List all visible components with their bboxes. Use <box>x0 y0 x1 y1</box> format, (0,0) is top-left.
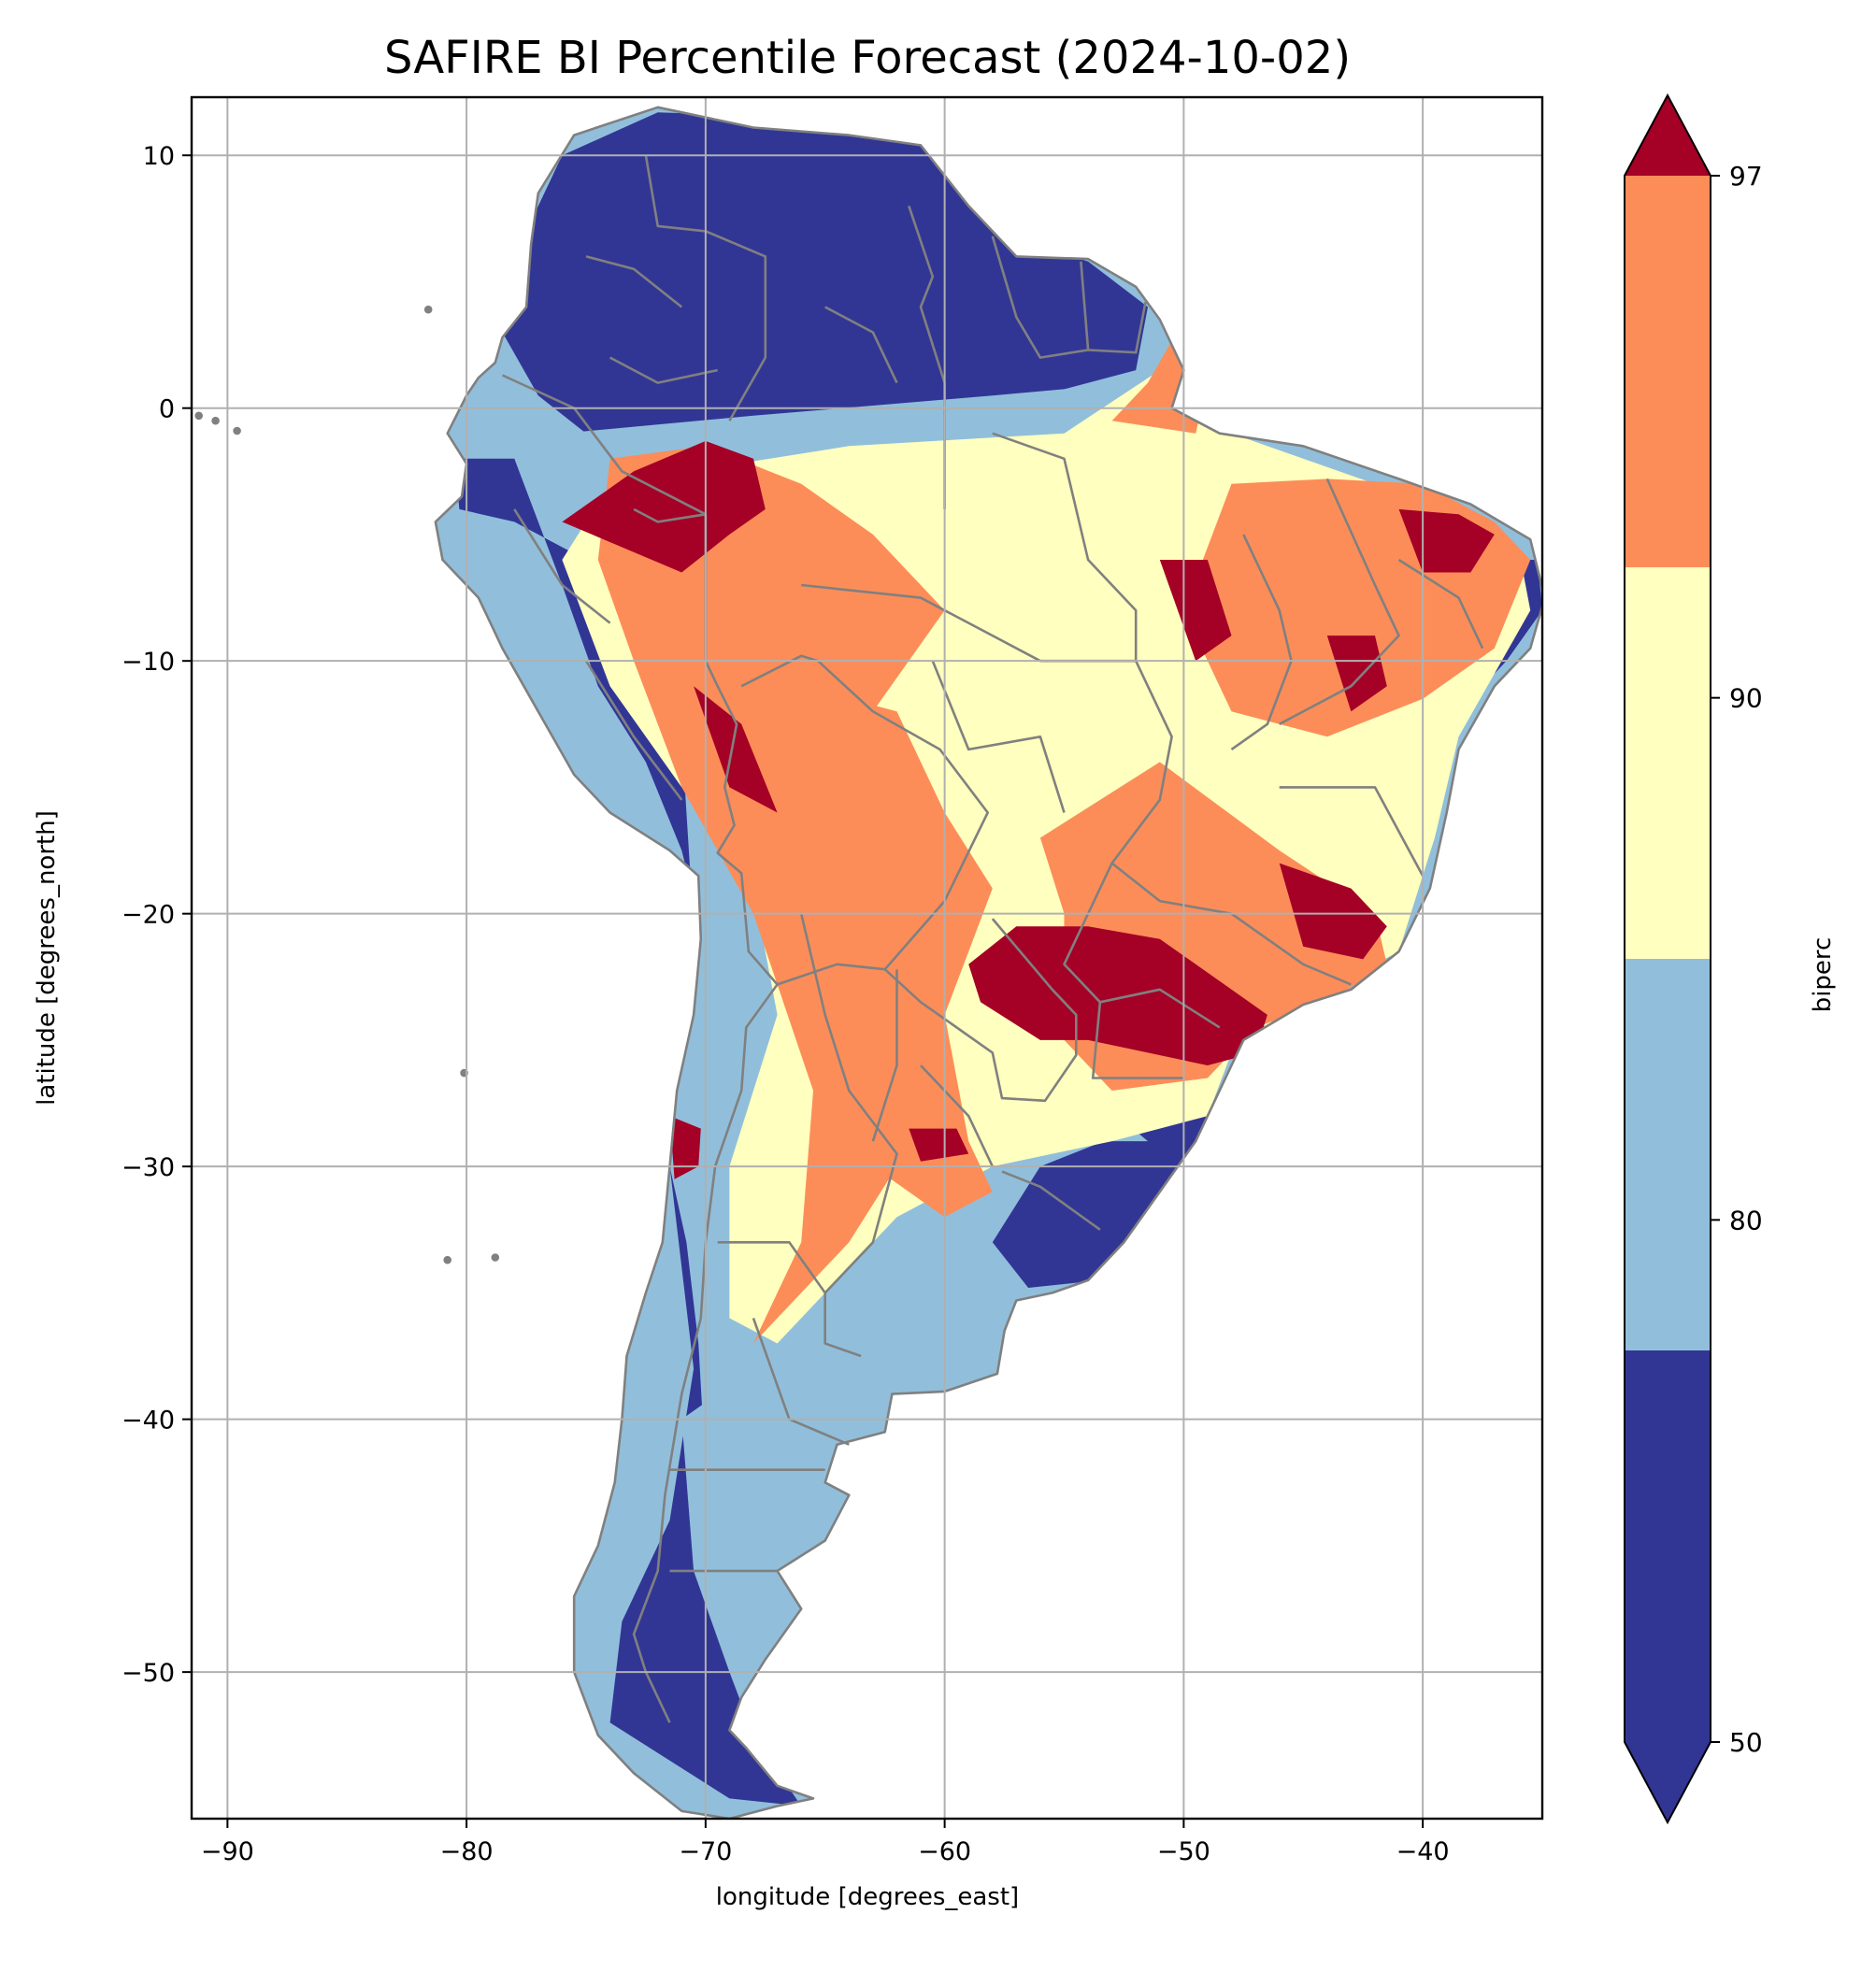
y-tick-label: −30 <box>122 1153 175 1182</box>
region-tocantins-very <box>1159 560 1232 662</box>
y-tick-label: −40 <box>122 1407 175 1435</box>
border-line <box>633 507 707 523</box>
chart-title: SAFIRE BI Percentile Forecast (2024-10-0… <box>384 32 1351 84</box>
region-bahia-very <box>1326 636 1387 712</box>
border-line <box>501 374 707 516</box>
border-line <box>1397 558 1484 650</box>
plot-frame <box>190 95 1544 1821</box>
colorbar-segment <box>1625 1350 1711 1742</box>
x-axis-label: longitude [degrees_east] <box>716 1883 1019 1911</box>
colorbar-tick-label: 80 <box>1729 1205 1763 1235</box>
x-tick-label: −60 <box>918 1837 971 1866</box>
border-line <box>1230 912 1352 986</box>
border-line <box>931 660 1066 813</box>
border-line <box>991 236 1090 359</box>
border-line <box>704 514 779 986</box>
y-axis-label: latitude [degrees_north] <box>33 810 61 1106</box>
y-axis-ticks: 10 0 −10 −20 −30 −40 −50 <box>122 142 192 1688</box>
border-line <box>1091 1002 1184 1079</box>
island-outline <box>194 411 203 421</box>
border-line <box>632 983 779 1723</box>
y-tick-label: −10 <box>122 648 175 677</box>
region-cuyo-very <box>909 1128 969 1162</box>
x-tick-label: −50 <box>1157 1837 1210 1866</box>
colorbar-extend-top <box>1625 95 1711 176</box>
plot-area <box>192 97 1542 1819</box>
border-line <box>585 255 683 308</box>
colorbar-segment <box>1625 176 1711 567</box>
border-line <box>1279 478 1400 725</box>
region-west-andes-low <box>454 458 692 889</box>
island-outline <box>423 305 433 314</box>
y-tick-label: −20 <box>122 901 175 930</box>
colorbar-tick-label: 50 <box>1729 1727 1763 1758</box>
y-tick-label: −50 <box>122 1659 175 1688</box>
x-tick-label: −40 <box>1396 1837 1450 1866</box>
colorbar-segment <box>1625 567 1711 959</box>
border-line <box>1088 301 1147 354</box>
border-line <box>609 356 718 384</box>
border-line <box>1279 786 1425 877</box>
colorbar-extend-bottom <box>1625 1742 1711 1822</box>
border-line <box>871 969 898 1142</box>
border-line <box>920 1064 994 1167</box>
region-minas-very <box>1279 863 1387 960</box>
border-line <box>717 1241 862 1358</box>
region-chile-very <box>669 1116 701 1179</box>
x-tick-label: −80 <box>440 1837 494 1866</box>
colorbar-label: biperc <box>1809 937 1837 1013</box>
island-outline <box>491 1253 500 1262</box>
region-peru-very <box>562 440 766 573</box>
border-line <box>801 583 1041 663</box>
x-tick-label: −70 <box>679 1837 732 1866</box>
percentile-regions <box>435 107 1542 1819</box>
colorbar-tick-label: 97 <box>1729 161 1763 192</box>
island-outline <box>233 426 241 436</box>
colorbar-segment <box>1625 959 1711 1350</box>
border-line <box>799 913 898 1294</box>
region-andes-very <box>694 686 778 813</box>
island-outline <box>211 416 220 425</box>
border-line <box>740 654 989 986</box>
border-line <box>644 154 767 421</box>
colorbar-tick-label: 90 <box>1729 683 1763 714</box>
colorbar: 50 80 90 97 <box>1624 93 1763 1825</box>
x-tick-label: −90 <box>201 1837 254 1866</box>
border-line <box>1001 1170 1101 1231</box>
border-line <box>584 660 683 801</box>
region-uruguay-low <box>992 1116 1208 1288</box>
region-parana-very <box>968 926 1267 1065</box>
coastline <box>434 106 1542 1819</box>
region-north-coast-low <box>502 112 1148 434</box>
percentile-field <box>435 107 1542 1819</box>
gridlines <box>192 97 1542 1819</box>
y-tick-label: 10 <box>143 142 175 171</box>
border-line <box>992 432 1138 662</box>
y-tick-label: 0 <box>159 395 175 424</box>
border-line <box>824 306 898 384</box>
island-outline <box>443 1255 452 1264</box>
x-axis-ticks: −90 −80 −70 −60 −50 −40 <box>201 1819 1450 1866</box>
country-borders <box>194 106 1542 1819</box>
border-line <box>513 508 611 624</box>
